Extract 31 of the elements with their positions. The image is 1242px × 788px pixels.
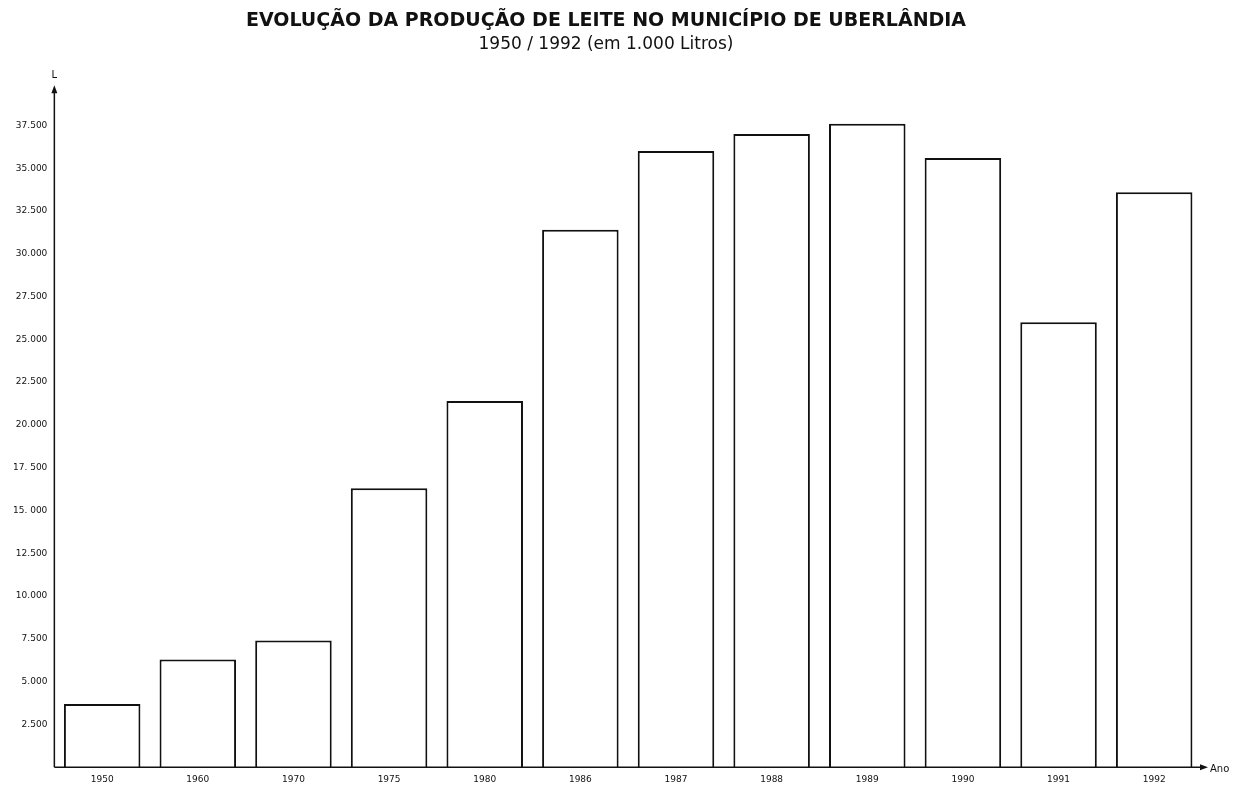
x-tick-label: 1970 xyxy=(281,773,306,784)
y-tick-label: 15. 000 xyxy=(12,504,48,515)
y-tick-label: 20.000 xyxy=(15,419,48,430)
y-tick-label: 5.000 xyxy=(21,675,48,686)
y-tick-label: 17. 500 xyxy=(12,462,48,473)
y-axis-title: L xyxy=(51,68,58,80)
x-tick-label: 1986 xyxy=(568,773,593,784)
x-tick-label: 1980 xyxy=(473,773,497,784)
x-tick-label: 1990 xyxy=(951,773,975,784)
y-tick-label: 25.000 xyxy=(15,333,48,344)
x-tick-label: 1950 xyxy=(90,773,114,784)
y-tick-label: 12.500 xyxy=(15,547,48,558)
y-tick-label: 32.500 xyxy=(15,205,48,216)
chart-title: EVOLUÇÃO DA PRODUÇÃO DE LEITE NO MUNICÍPIO DE UBERLÂNDIA xyxy=(245,7,967,31)
y-tick-label: 30.000 xyxy=(15,248,48,259)
y-tick-label: 27.500 xyxy=(15,290,48,301)
y-tick-label: 7.500 xyxy=(21,633,48,644)
x-tick-label: 1992 xyxy=(1142,773,1166,784)
y-tick-label: 10.000 xyxy=(15,590,48,601)
x-tick-label: 1991 xyxy=(1047,773,1070,784)
chart-subtitle: 1950 / 1992 (em 1.000 Litros) xyxy=(478,33,734,54)
x-tick-label: 1960 xyxy=(186,773,210,784)
y-tick-label: 2.500 xyxy=(21,718,48,729)
y-tick-label: 22.500 xyxy=(15,376,48,387)
x-tick-label: 1988 xyxy=(760,773,784,784)
y-tick-label: 35.000 xyxy=(15,162,48,173)
x-axis-title: Ano xyxy=(1210,762,1230,774)
x-tick-label: 1987 xyxy=(664,773,688,784)
x-tick-label: 1975 xyxy=(377,773,401,784)
y-tick-label: 37.500 xyxy=(15,119,48,130)
x-tick-label: 1989 xyxy=(855,773,879,784)
